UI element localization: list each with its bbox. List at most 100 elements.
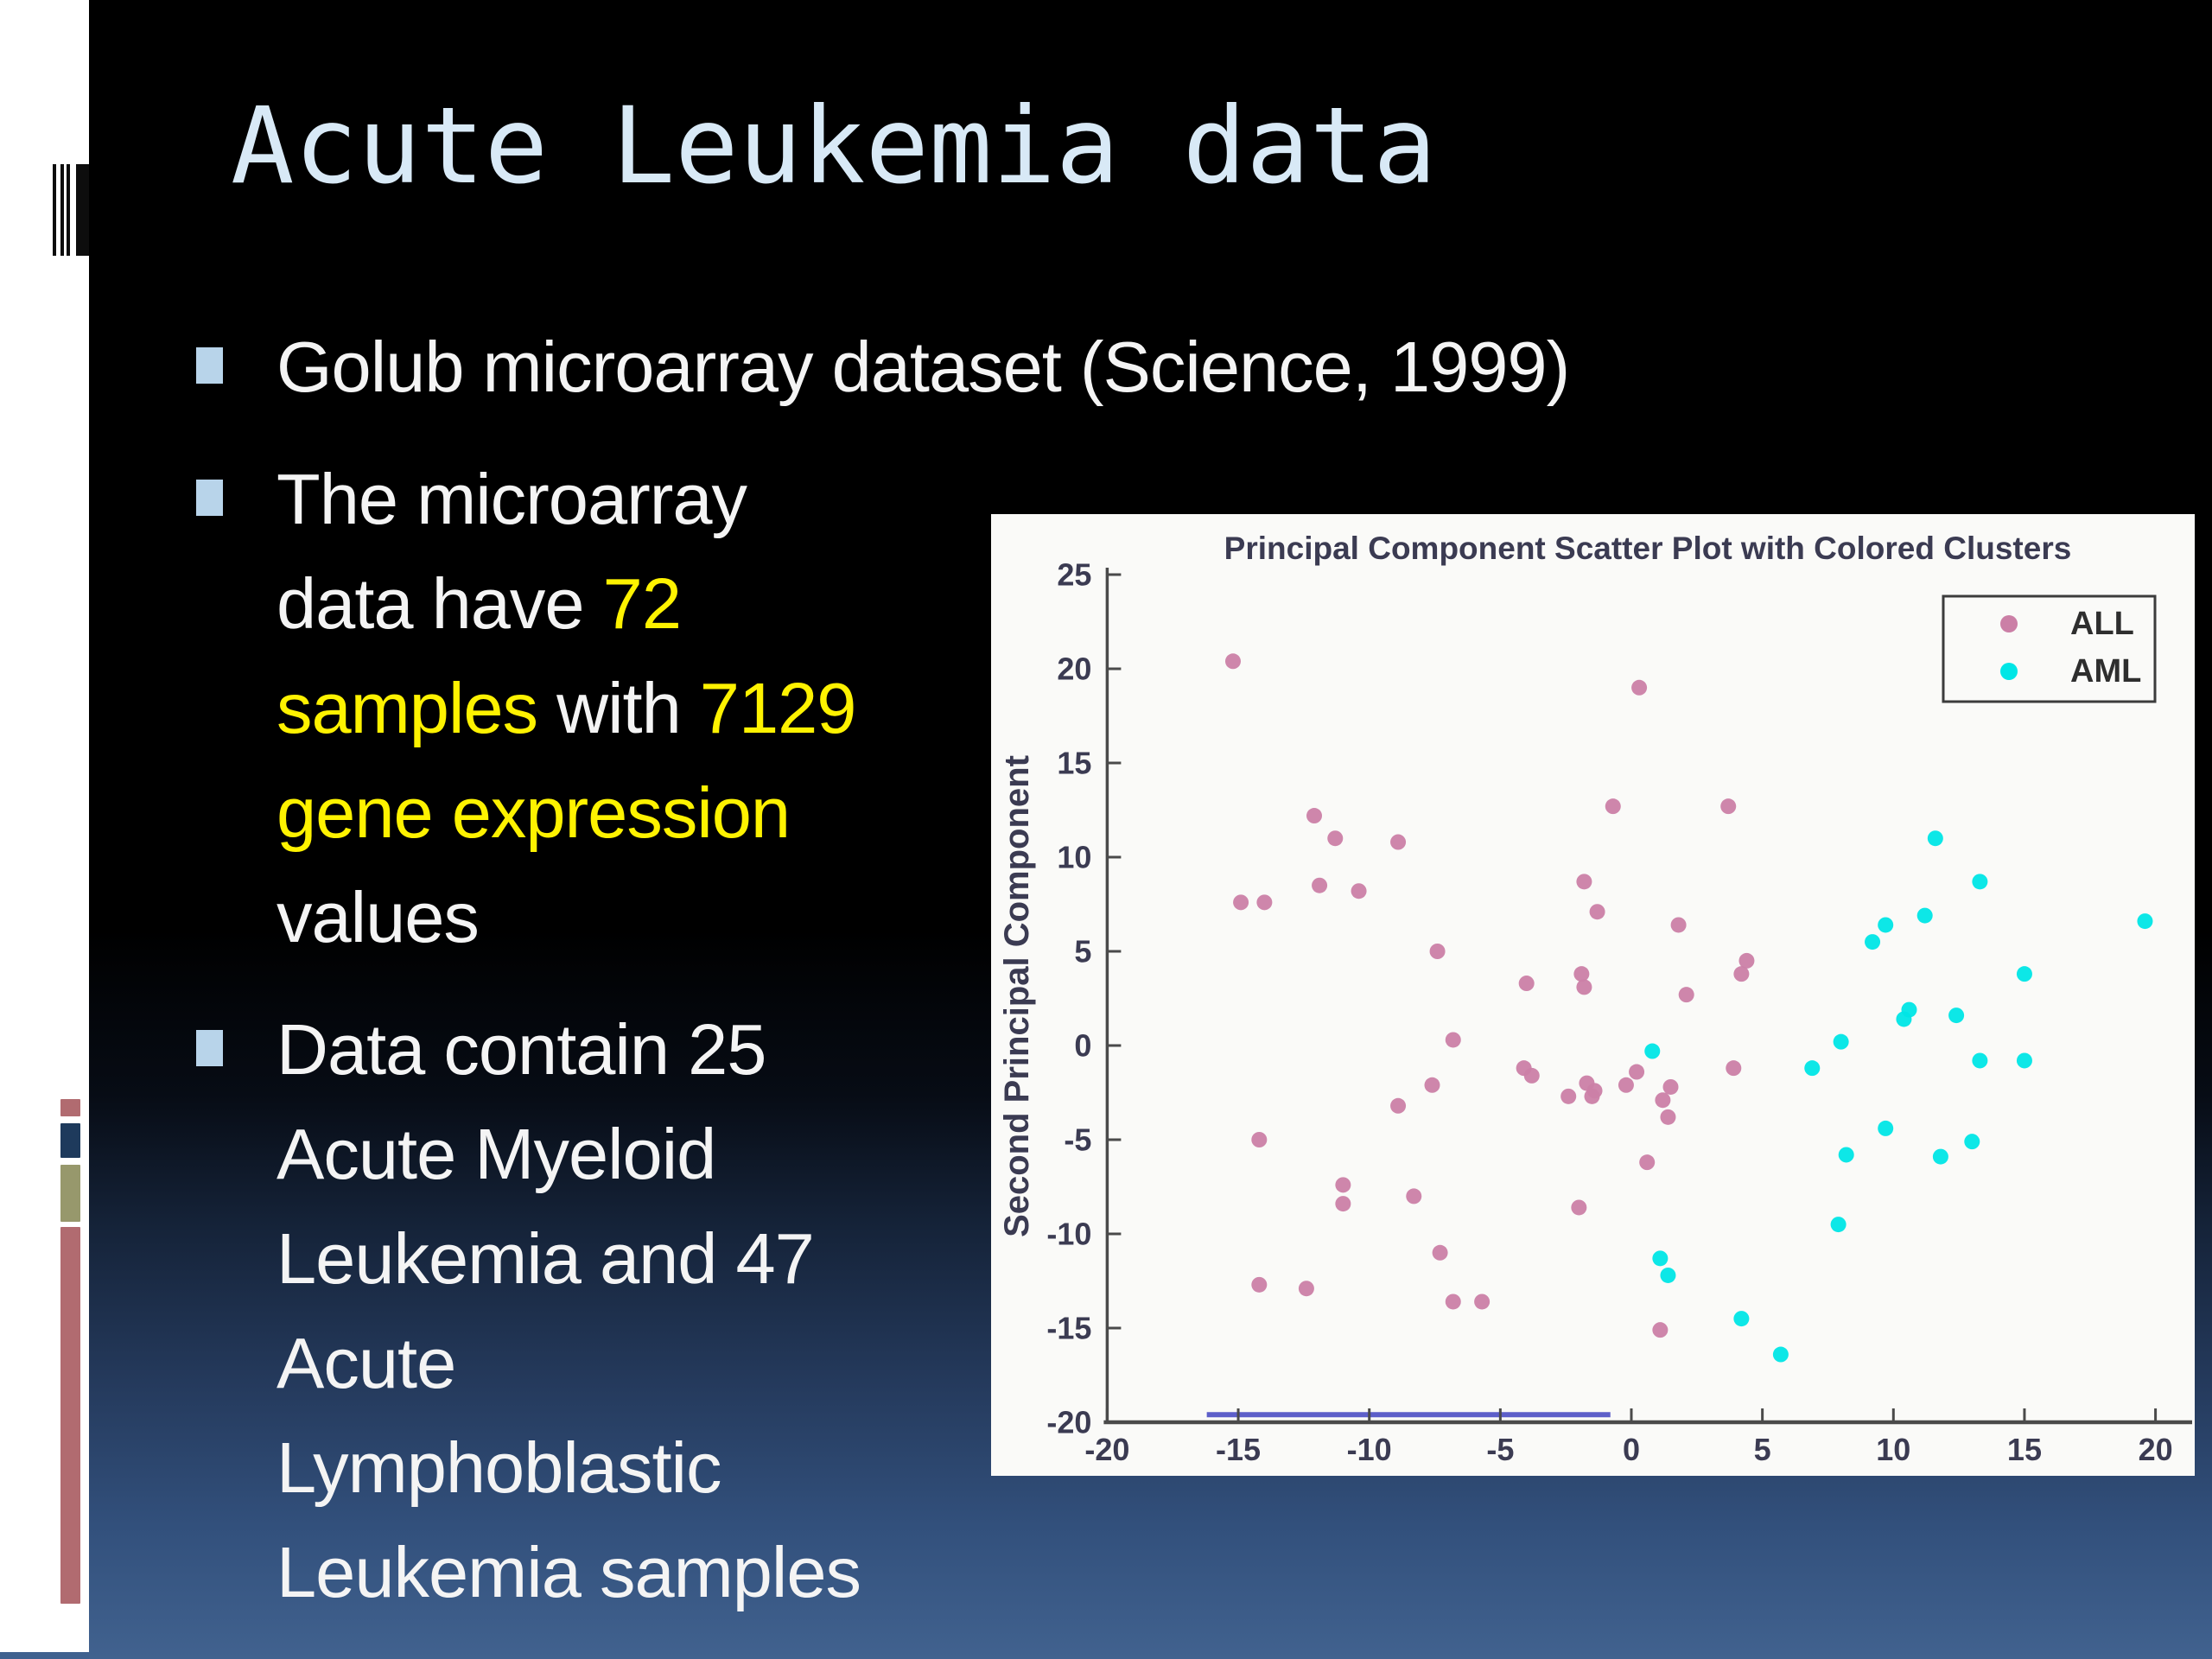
data-point-all (1298, 1281, 1314, 1297)
x-tick-label: 0 (1623, 1432, 1640, 1467)
data-point-all (1256, 894, 1273, 911)
data-point-all (1224, 653, 1241, 670)
data-point-all (1573, 966, 1590, 982)
data-point-all (1560, 1088, 1577, 1104)
x-tick-label: -20 (1084, 1432, 1129, 1467)
data-point-aml (1733, 1311, 1750, 1327)
bullet-square-icon (196, 480, 223, 516)
y-tick-label: -20 (1046, 1405, 1091, 1440)
data-point-all (1233, 894, 1249, 911)
data-point-all (1678, 987, 1694, 1003)
data-point-all (1670, 917, 1687, 933)
data-point-all (1726, 1060, 1742, 1077)
y-tick-label: 25 (1057, 557, 1091, 593)
data-point-aml (1660, 1267, 1676, 1283)
data-point-all (1738, 952, 1755, 969)
chart-panel: 25 20 15 10 5 0 -5 -10 -15 -20 -20 -15 -10 -5 0 5 10 15 20… (991, 514, 2195, 1476)
data-point-aml (1972, 1052, 1988, 1069)
barcode-bar (60, 164, 64, 256)
data-point-aml (1830, 1217, 1847, 1233)
data-point-all (1327, 830, 1344, 847)
data-point-all (1584, 1088, 1600, 1104)
data-point-all (1655, 1092, 1671, 1109)
barcode-icon (0, 164, 89, 256)
page-title: Acute Leukemia data (231, 85, 1437, 207)
data-point-all (1432, 1244, 1448, 1261)
data-point-all (1518, 976, 1535, 992)
data-point-aml (1804, 1060, 1821, 1077)
x-tick-label: 10 (1876, 1432, 1910, 1467)
data-point-all (1660, 1109, 1676, 1125)
data-point-all (1445, 1032, 1461, 1048)
data-point-aml (1833, 1033, 1849, 1050)
bullet-line: data have 72 (276, 563, 682, 644)
bullet-line: Lymphoblastic (276, 1427, 721, 1508)
data-point-aml (1878, 917, 1894, 933)
data-point-all (1652, 1322, 1669, 1338)
data-point-aml (1972, 874, 1988, 890)
data-point-all (1631, 679, 1648, 696)
x-tick-label: 20 (2139, 1432, 2173, 1467)
sidebar-color-chip (60, 1165, 80, 1222)
legend-label-aml: AML (2070, 653, 2141, 690)
data-point-aml (1865, 934, 1881, 950)
data-point-all (1629, 1064, 1645, 1080)
bullet-line: Leukemia samples (276, 1532, 861, 1612)
chart-title: Principal Component Scatter Plot with Co… (1224, 531, 2072, 566)
x-tick-label: 5 (1754, 1432, 1771, 1467)
bullet-line: Acute Myeloid (276, 1114, 716, 1194)
x-tick-label: -5 (1486, 1432, 1514, 1467)
data-point-all (1424, 1077, 1440, 1093)
x-tick-label: 15 (2007, 1432, 2042, 1467)
data-point-aml (1644, 1043, 1661, 1059)
bullet-line: Acute (276, 1323, 456, 1403)
bullet-line: The microarray (276, 459, 747, 539)
data-point-all (1576, 979, 1592, 995)
data-point-aml (1927, 830, 1943, 847)
data-point-aml (1901, 1001, 1917, 1018)
y-tick-label: -5 (1064, 1122, 1091, 1158)
x-tick-label: -15 (1216, 1432, 1261, 1467)
y-tick-label: 10 (1057, 840, 1091, 875)
bullet-text: The microarray data have 72 samples with 7… (276, 447, 856, 969)
barcode-bar (53, 164, 56, 256)
x-tick-label: -10 (1347, 1432, 1392, 1467)
bullet-text: Data contain 25 Acute Myeloid Leukemia and… (276, 997, 861, 1624)
legend-label-all: ALL (2070, 606, 2134, 642)
data-point-aml (1916, 907, 1933, 924)
data-point-aml (1932, 1148, 1948, 1165)
bullet-square-icon (196, 347, 223, 384)
bullet-list: Golub microarray dataset (Science, 1999)… (196, 315, 1570, 1652)
data-point-all (1445, 1294, 1461, 1310)
data-point-aml (1964, 1134, 1980, 1150)
bullet-line: Data contain 25 (276, 1009, 766, 1090)
data-point-all (1733, 966, 1750, 982)
bullet-line: Leukemia and 47 (276, 1218, 815, 1299)
data-point-all (1390, 1097, 1407, 1114)
y-tick-label: 5 (1074, 934, 1091, 969)
data-point-aml (1948, 1007, 1965, 1024)
data-point-aml (1772, 1346, 1789, 1363)
data-point-all (1720, 798, 1737, 815)
data-point-all (1406, 1188, 1422, 1205)
data-point-all (1306, 808, 1323, 824)
bullet-item: The microarray data have 72 samples with 7… (196, 447, 1569, 969)
y-tick-label: 15 (1057, 746, 1091, 781)
y-tick-label: -15 (1046, 1311, 1091, 1346)
sidebar-color-chip (60, 1123, 80, 1158)
data-point-all (1335, 1196, 1351, 1212)
data-point-all (1618, 1077, 1634, 1093)
data-point-aml (1838, 1147, 1854, 1163)
data-point-all (1589, 904, 1605, 920)
y-tick-label: -10 (1046, 1217, 1091, 1252)
y-tick-label: 0 (1074, 1028, 1091, 1064)
data-point-aml (2137, 913, 2153, 930)
data-point-all (1390, 834, 1407, 850)
pca-scatter-chart: 25 20 15 10 5 0 -5 -10 -15 -20-20 -15 -10 -5 0 5 10 15 20… (991, 514, 2195, 1476)
y-axis-title: Second Principal Component (998, 755, 1036, 1237)
data-point-all (1474, 1294, 1491, 1310)
barcode-bar (76, 164, 89, 256)
data-point-all (1639, 1154, 1656, 1171)
legend-marker-all (2000, 615, 2018, 632)
